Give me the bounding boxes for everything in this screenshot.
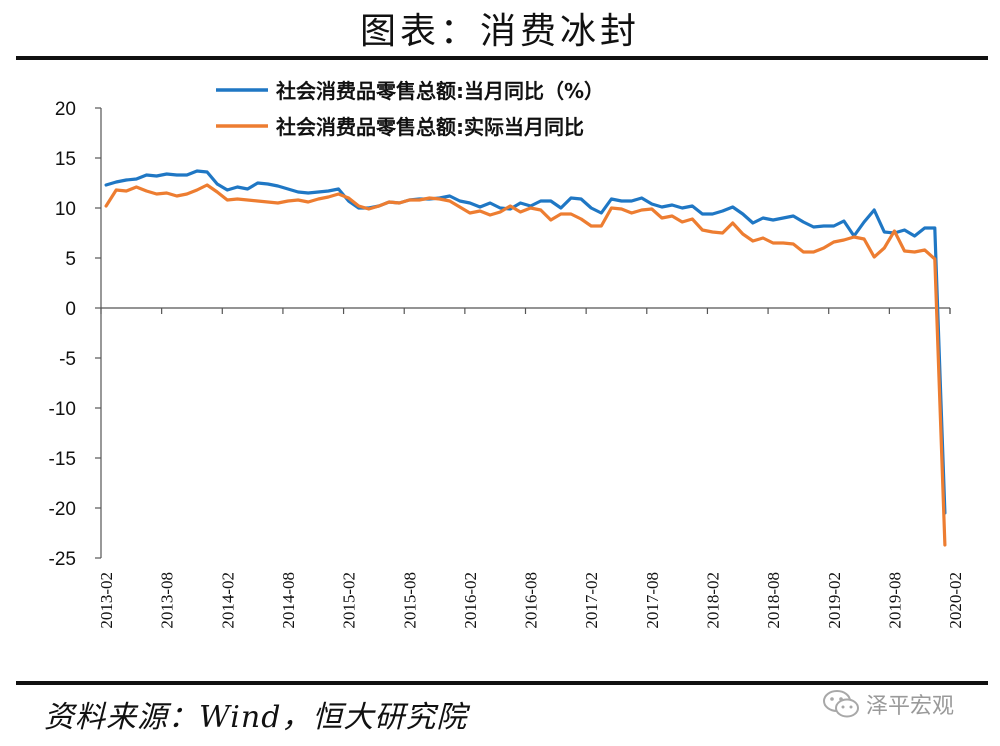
x-tick-label: 2015-08	[400, 572, 419, 629]
x-tick-label: 2013-08	[158, 572, 177, 629]
y-tick-label: 15	[55, 149, 76, 170]
x-tick-label: 2018-02	[703, 572, 722, 629]
x-tick-label: 2018-08	[764, 572, 783, 629]
y-tick-label: 10	[55, 199, 76, 220]
legend-label-2: 社会消费品零售总额:实际当月同比	[275, 115, 584, 139]
x-tick-label: 2017-08	[643, 572, 662, 629]
x-tick-label: 2019-02	[825, 572, 844, 629]
series-line-2	[104, 183, 947, 547]
series-line-1	[104, 169, 947, 515]
x-tick-label: 2015-02	[340, 572, 359, 629]
x-tick-label: 2019-08	[885, 572, 904, 629]
chart-title: 图表：消费冰封	[359, 11, 640, 52]
watermark: 泽平宏观	[822, 688, 954, 720]
plot-area	[104, 169, 947, 547]
wechat-icon	[823, 690, 859, 718]
y-tick-label: 5	[65, 249, 76, 270]
legend: 社会消费品零售总额:当月同比（%） 社会消费品零售总额:实际当月同比	[216, 79, 604, 139]
y-tick-label: -15	[49, 449, 76, 470]
line-chart: 社会消费品零售总额:当月同比（%） 社会消费品零售总额:实际当月同比 20 15 10…	[49, 79, 966, 629]
y-axis: 20 15 10 5 0 -5 -10 -15 -20 -25	[49, 99, 102, 570]
watermark-text: 泽平宏观	[866, 694, 955, 719]
x-tick-label: 2020-02	[946, 572, 965, 629]
y-tick-label: 20	[55, 99, 76, 120]
x-tick-label: 2016-08	[522, 572, 541, 629]
bottom-rule	[16, 681, 988, 685]
top-rule	[16, 56, 988, 60]
x-tick-label: 2013-02	[97, 572, 116, 629]
y-tick-label: -10	[49, 399, 76, 420]
x-tick-label: 2016-02	[461, 572, 480, 629]
legend-label-1: 社会消费品零售总额:当月同比（%）	[275, 79, 604, 103]
x-axis: 2013-02 2013-08 2014-02 2014-08 2015-02 2015-…	[97, 307, 965, 629]
x-tick-label: 2014-02	[218, 572, 237, 629]
y-tick-label: 0	[65, 299, 76, 320]
y-tick-label: -5	[59, 349, 76, 370]
source-note: 资料来源：Wind，恒大研究院	[44, 700, 468, 735]
y-tick-label: -20	[49, 499, 76, 520]
x-tick-label: 2014-08	[279, 572, 298, 629]
x-tick-label: 2017-02	[582, 572, 601, 629]
y-tick-label: -25	[49, 549, 76, 570]
